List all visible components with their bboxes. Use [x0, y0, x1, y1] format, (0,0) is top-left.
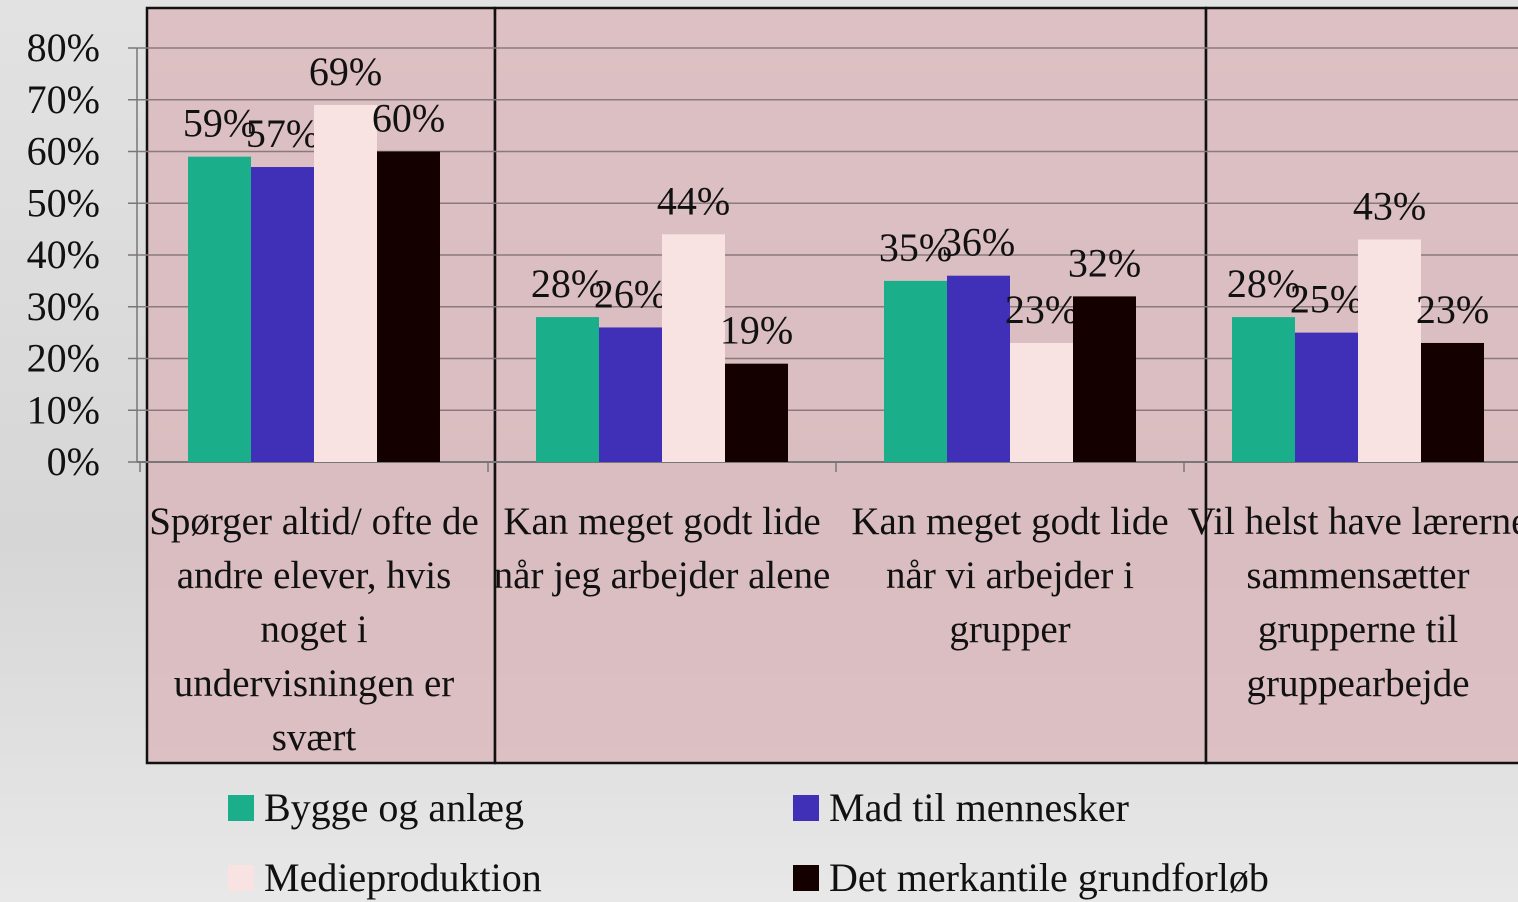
legend-swatch [228, 794, 254, 821]
bar [884, 280, 947, 462]
data-label: 23% [1416, 287, 1489, 332]
bar [947, 275, 1010, 462]
bar [1010, 342, 1073, 462]
x-tick-label: Vil helst have lærerne sammensætter grup… [1187, 500, 1518, 705]
x-tick-label: Kan meget godt lide når vi arbejder i gr… [851, 500, 1169, 651]
bar [536, 317, 599, 462]
bar [599, 327, 662, 462]
x-tick-label: Kan meget godt lide når jeg arbejder ale… [493, 500, 831, 597]
legend-item: Det merkantile grundforløb [793, 854, 1269, 901]
data-label: 69% [309, 49, 382, 94]
y-tick-label: 10% [27, 387, 100, 432]
y-tick-label: 60% [27, 129, 100, 174]
data-label: 35% [879, 225, 952, 270]
bar [1421, 342, 1484, 462]
bar [377, 151, 440, 462]
y-tick-label: 80% [27, 25, 100, 70]
data-label: 23% [1005, 287, 1078, 332]
legend-swatch [793, 794, 819, 821]
data-label: 25% [1290, 277, 1363, 322]
data-label: 59% [183, 101, 256, 146]
y-tick-label: 40% [27, 232, 100, 277]
bar [251, 167, 314, 462]
legend-item: Bygge og anlæg [228, 784, 524, 831]
y-tick-label: 0% [47, 439, 100, 484]
legend-swatch [793, 864, 819, 891]
data-label: 44% [657, 178, 730, 223]
bar [1232, 317, 1295, 462]
bar [188, 156, 251, 463]
data-label: 19% [720, 308, 793, 353]
legend-label: Bygge og anlæg [264, 785, 524, 830]
data-label: 43% [1353, 183, 1426, 228]
y-tick-label: 20% [27, 336, 100, 381]
y-tick-label: 70% [27, 77, 100, 122]
data-label: 32% [1068, 240, 1141, 285]
legend-item: Mad til mennesker [793, 784, 1129, 831]
data-label: 26% [594, 271, 667, 316]
data-label: 28% [531, 261, 604, 306]
bar [1073, 296, 1136, 462]
data-label: 28% [1227, 261, 1300, 306]
bar [1295, 332, 1358, 462]
y-tick-label: 50% [27, 180, 100, 225]
bar [725, 363, 788, 462]
bar [1358, 239, 1421, 462]
legend-item: Medieproduktion [228, 854, 542, 901]
legend-label: Det merkantile grundforløb [829, 855, 1269, 900]
legend-swatch [228, 864, 254, 891]
legend-label: Medieproduktion [264, 855, 542, 900]
data-label: 57% [246, 111, 319, 156]
y-tick-label: 30% [27, 284, 100, 329]
bar [314, 104, 377, 463]
data-label: 36% [942, 220, 1015, 265]
data-label: 60% [372, 96, 445, 141]
bar [662, 234, 725, 462]
x-tick-label: Spørger altid/ ofte de andre elever, hvi… [149, 500, 479, 759]
legend-label: Mad til mennesker [829, 785, 1129, 830]
